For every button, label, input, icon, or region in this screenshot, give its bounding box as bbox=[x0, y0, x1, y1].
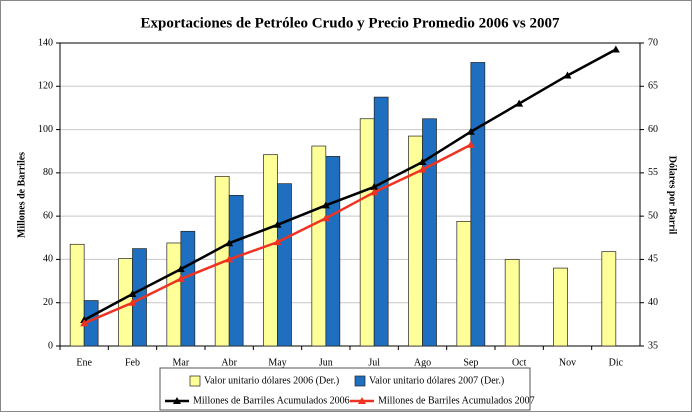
legend bbox=[159, 367, 531, 411]
bar bbox=[373, 96, 389, 347]
bar bbox=[311, 145, 327, 347]
y-tick-label: 100 bbox=[38, 124, 53, 135]
x-tick-label: Abr bbox=[221, 357, 237, 368]
y-tick-label: 140 bbox=[38, 37, 53, 48]
marker bbox=[176, 265, 185, 273]
legend-label: Millones de Barriles Acumulados 2006 bbox=[193, 395, 350, 406]
y-tick-label: 60 bbox=[43, 210, 53, 221]
marker bbox=[370, 188, 379, 196]
legend-label: Millones de Barriles Acumulados 2007 bbox=[378, 395, 535, 406]
marker bbox=[273, 220, 282, 228]
bar bbox=[553, 267, 568, 347]
marker bbox=[273, 238, 282, 246]
x-tick-label: Nov bbox=[559, 357, 576, 368]
x-tick-label: Ene bbox=[76, 357, 92, 368]
x-tick-label: Sep bbox=[463, 357, 478, 368]
x-tick-label: Oct bbox=[512, 357, 527, 368]
marker bbox=[466, 140, 475, 148]
legend-marker bbox=[173, 397, 181, 404]
y2-tick-label: 65 bbox=[648, 81, 658, 92]
y2-tick-label: 45 bbox=[648, 254, 658, 265]
bar bbox=[180, 230, 196, 347]
marker bbox=[563, 71, 572, 79]
marker bbox=[418, 165, 427, 173]
chart-title: Exportaciones de Petróleo Crudo y Precio… bbox=[141, 15, 560, 31]
marker bbox=[466, 127, 475, 135]
x-tick-label: May bbox=[268, 357, 286, 368]
y2-tick-label: 40 bbox=[648, 297, 658, 308]
marker bbox=[515, 99, 524, 107]
marker bbox=[611, 45, 620, 53]
marker bbox=[370, 182, 379, 190]
bar bbox=[263, 154, 278, 347]
marker bbox=[128, 290, 137, 298]
marker bbox=[225, 239, 234, 247]
x-tick-label: Mar bbox=[172, 357, 189, 368]
bar bbox=[228, 195, 244, 347]
bar bbox=[470, 62, 486, 347]
bar bbox=[359, 118, 375, 347]
marker bbox=[80, 319, 89, 327]
x-tick-label: Jun bbox=[319, 357, 333, 368]
marker bbox=[225, 255, 234, 263]
y-tick-label: 120 bbox=[38, 81, 53, 92]
y2-tick-label: 35 bbox=[648, 340, 658, 351]
marker bbox=[128, 298, 137, 306]
bar bbox=[132, 248, 147, 347]
bar bbox=[325, 156, 341, 347]
x-tick-label: Dic bbox=[609, 357, 624, 368]
y-tick-label: 20 bbox=[43, 297, 53, 308]
x-tick-label: Feb bbox=[125, 357, 140, 368]
y-axis-label: Millones de Barriles bbox=[16, 152, 27, 238]
y2-axis-label: Dólares por Barril bbox=[667, 156, 678, 235]
bar bbox=[422, 118, 437, 347]
bar bbox=[504, 259, 520, 347]
y2-tick-label: 50 bbox=[648, 210, 658, 221]
legend-label: Valor unitario dólares 2007 (Der.) bbox=[369, 375, 504, 386]
legend-swatch bbox=[354, 375, 366, 387]
bar bbox=[601, 251, 617, 347]
marker bbox=[321, 214, 330, 222]
legend-label: Valor unitario dólares 2006 (Der.) bbox=[204, 375, 339, 386]
legend-marker bbox=[358, 397, 366, 404]
line bbox=[83, 48, 617, 322]
x-tick-label: Jul bbox=[368, 357, 380, 368]
bar bbox=[456, 220, 472, 347]
marker bbox=[418, 158, 427, 166]
legend-swatch bbox=[189, 375, 201, 387]
y2-tick-label: 70 bbox=[648, 37, 658, 48]
y-tick-label: 40 bbox=[43, 254, 53, 265]
marker bbox=[321, 201, 330, 209]
y2-tick-label: 60 bbox=[648, 124, 658, 135]
x-tick-label: Ago bbox=[414, 357, 431, 368]
marker bbox=[176, 274, 185, 282]
bar bbox=[69, 243, 85, 347]
bar bbox=[166, 242, 182, 347]
bar bbox=[277, 183, 292, 347]
y-tick-label: 0 bbox=[48, 340, 53, 351]
y-tick-label: 80 bbox=[43, 167, 53, 178]
y2-tick-label: 55 bbox=[648, 167, 658, 178]
